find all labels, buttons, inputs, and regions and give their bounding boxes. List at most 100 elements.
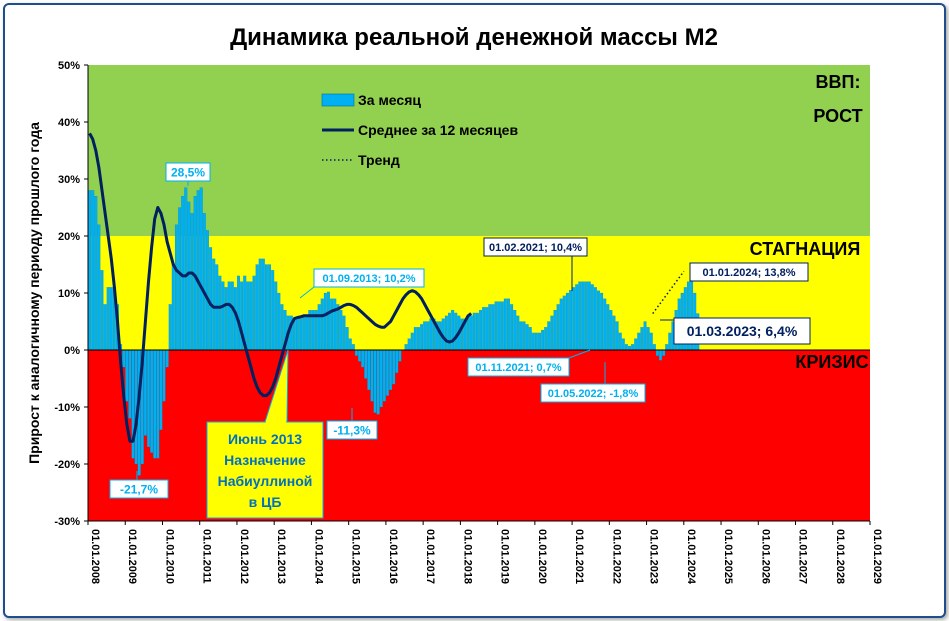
bar <box>479 310 483 351</box>
x-tick-label: 01.01.2029 <box>871 529 883 584</box>
bar <box>299 318 303 351</box>
bar <box>528 327 532 351</box>
bar <box>584 281 588 351</box>
bar <box>655 349 659 356</box>
bar <box>497 301 501 351</box>
zone-1 <box>88 65 870 236</box>
bar <box>348 338 352 351</box>
bar <box>385 349 389 396</box>
bar <box>500 301 504 351</box>
bar <box>556 304 560 351</box>
bar <box>376 349 380 415</box>
bar <box>122 349 126 368</box>
x-tick-label: 01.01.2028 <box>834 529 846 584</box>
bar <box>277 292 281 351</box>
bar <box>596 290 600 351</box>
bar <box>420 324 424 351</box>
bar <box>413 327 417 351</box>
x-tick-label: 01.01.2009 <box>126 529 138 584</box>
zone-label-stagnation: СТАГНАЦИЯ <box>750 239 861 259</box>
bar <box>320 298 324 351</box>
bar <box>544 327 548 351</box>
x-tick-label: 01.01.2015 <box>350 529 362 584</box>
bar <box>451 310 455 351</box>
callout-box <box>109 479 169 499</box>
bar <box>162 349 166 402</box>
legend-bar-swatch <box>321 93 355 107</box>
bar <box>649 332 653 351</box>
bar <box>516 315 520 351</box>
x-tick-label: 01.01.2011 <box>201 529 213 583</box>
callout-box <box>483 237 588 257</box>
bar <box>662 349 666 356</box>
bar <box>333 298 337 351</box>
bar <box>261 258 265 351</box>
callout-box <box>313 268 425 288</box>
trend-line <box>652 270 685 314</box>
bar <box>665 344 669 351</box>
bar <box>106 287 110 351</box>
bar <box>339 310 343 351</box>
callout-appointment: Июнь 2013 Назначение Набиуллиной в ЦБ <box>206 349 324 519</box>
bar <box>590 284 594 351</box>
x-tick-label: 01.01.2023 <box>648 529 660 584</box>
y-tick-label: 10% <box>58 288 80 300</box>
bar <box>637 332 641 351</box>
bar <box>395 349 399 373</box>
bar <box>345 327 349 351</box>
bar <box>305 315 309 351</box>
bar <box>327 291 330 351</box>
bar <box>488 304 492 351</box>
bar <box>503 298 507 351</box>
y-tick-label: 30% <box>58 174 80 186</box>
callout-6: 01.11.2021; 0,7% <box>467 349 591 377</box>
bar <box>91 190 95 351</box>
bar <box>364 349 368 379</box>
bar <box>547 321 551 351</box>
bar <box>150 349 154 453</box>
bar <box>643 321 647 351</box>
bar <box>482 307 486 351</box>
bar <box>510 304 514 351</box>
bar <box>581 281 585 351</box>
y-tick-label: -20% <box>54 459 80 471</box>
bar <box>640 327 644 351</box>
bar <box>578 281 582 351</box>
zone-label-gdp: ВВП: <box>816 72 861 92</box>
bar <box>370 349 374 402</box>
bar <box>97 224 101 351</box>
bar <box>426 321 430 351</box>
y-axis-label: Прирост к аналогичному периоду прошлого … <box>26 122 42 464</box>
callout-text: -11,3% <box>333 423 371 437</box>
bar <box>159 349 163 430</box>
bar <box>125 349 129 402</box>
bar <box>519 321 523 351</box>
bar <box>268 264 272 351</box>
bar <box>351 344 355 351</box>
bar <box>609 310 613 351</box>
bar <box>448 312 451 351</box>
bar <box>342 315 346 351</box>
x-tick-label: 01.01.2016 <box>387 529 399 584</box>
callout-box <box>165 162 211 182</box>
bar <box>615 321 619 351</box>
bar <box>541 329 545 351</box>
x-tick-label: 01.01.2027 <box>797 529 809 584</box>
bar <box>469 315 473 351</box>
bar <box>302 315 306 351</box>
callout-text: 01.02.2021; 10,4% <box>489 242 582 254</box>
bar <box>531 332 535 351</box>
bar <box>525 324 529 351</box>
bar <box>410 332 414 351</box>
callout-line: Июнь 2013 <box>228 431 302 447</box>
bar <box>507 298 510 351</box>
callout-5: 01.02.2021; 10,4% <box>483 237 588 291</box>
bar <box>196 190 200 351</box>
callout-text: 28,5% <box>171 165 205 179</box>
x-tick-label: 01.01.2014 <box>312 529 324 585</box>
chart-title: Динамика реальной денежной массы М2 <box>230 24 718 51</box>
bar <box>209 247 213 351</box>
x-tick-label: 01.01.2019 <box>499 529 511 584</box>
bar <box>174 224 178 351</box>
bar <box>205 230 209 351</box>
